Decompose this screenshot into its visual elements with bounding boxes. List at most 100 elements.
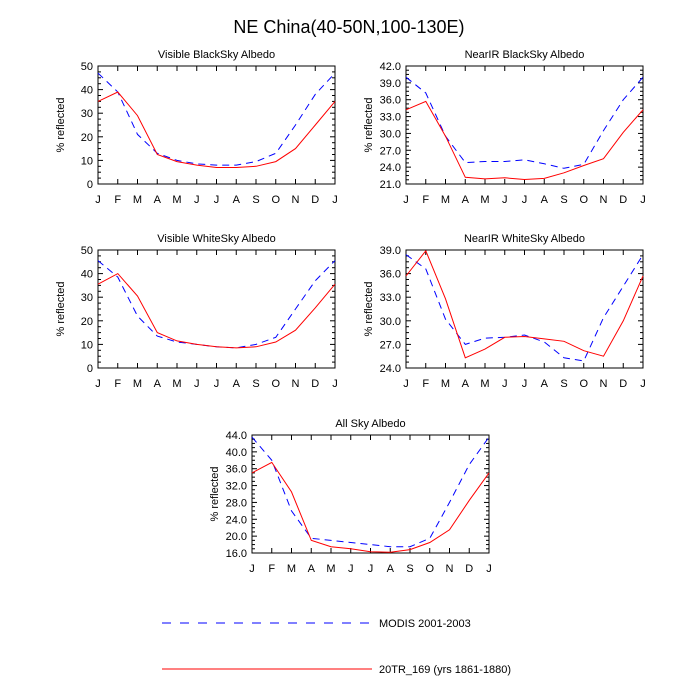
- x-tick-label: A: [154, 194, 162, 206]
- x-tick-label: O: [271, 194, 280, 206]
- x-tick-label: J: [502, 378, 508, 390]
- y-tick-label: 40.0: [226, 447, 247, 459]
- y-tick-label: 20: [81, 132, 93, 144]
- x-tick-label: D: [311, 378, 319, 390]
- x-tick-label: J: [332, 194, 338, 206]
- chart-title: NearIR WhiteSky Albedo: [464, 233, 585, 245]
- chart-title: Visible WhiteSky Albedo: [157, 233, 275, 245]
- x-tick-label: S: [252, 378, 259, 390]
- y-axis-label: % reflected: [55, 97, 67, 152]
- series-line-20tr: [405, 249, 644, 359]
- x-tick-label: F: [422, 378, 429, 390]
- x-tick-label: A: [541, 378, 549, 390]
- chart-panel-2: NearIR BlackSky Albedo 21.0 24.0 27.0 30.0 33…: [363, 49, 646, 206]
- series-line-modis: [405, 254, 644, 362]
- y-tick-label: 24.0: [380, 162, 401, 174]
- y-tick-label: 50: [81, 61, 93, 73]
- chart-title: All Sky Albedo: [335, 418, 405, 430]
- x-tick-label: O: [271, 378, 280, 390]
- x-tick-label: N: [600, 194, 608, 206]
- x-tick-label: A: [387, 563, 395, 575]
- series-line-20tr: [251, 461, 490, 553]
- x-tick-label: A: [308, 563, 316, 575]
- y-tick-label: 40: [81, 85, 93, 97]
- x-tick-label: A: [541, 194, 549, 206]
- series-line-modis: [251, 436, 490, 548]
- x-tick-label: M: [441, 194, 450, 206]
- x-tick-label: M: [172, 378, 181, 390]
- x-tick-label: A: [154, 378, 162, 390]
- y-tick-label: 39.0: [380, 78, 401, 90]
- x-tick-label: J: [403, 378, 409, 390]
- x-tick-label: N: [292, 194, 300, 206]
- y-tick-label: 32.0: [226, 481, 247, 493]
- x-tick-label: J: [194, 194, 200, 206]
- y-tick-label: 0: [87, 363, 93, 375]
- x-tick-label: D: [311, 194, 319, 206]
- x-tick-label: S: [560, 378, 567, 390]
- y-tick-label: 36.0: [226, 464, 247, 476]
- y-tick-label: 33.0: [380, 112, 401, 124]
- y-tick-label: 30.0: [380, 128, 401, 140]
- y-tick-label: 33.0: [380, 292, 401, 304]
- x-tick-label: J: [502, 194, 508, 206]
- x-tick-label: J: [640, 378, 646, 390]
- x-tick-label: J: [522, 378, 528, 390]
- chart-panel-5: All Sky Albedo 16.0 20.0 24.0 28.0 32.0 36.0 40…: [209, 418, 492, 575]
- x-tick-label: J: [403, 194, 409, 206]
- x-tick-label: O: [579, 194, 588, 206]
- x-tick-label: D: [619, 194, 627, 206]
- x-tick-label: M: [133, 378, 142, 390]
- y-tick-label: 21.0: [380, 179, 401, 191]
- chart-title: Visible BlackSky Albedo: [158, 49, 275, 61]
- x-tick-label: A: [462, 378, 470, 390]
- y-tick-label: 30: [81, 108, 93, 120]
- x-tick-label: S: [560, 194, 567, 206]
- y-tick-label: 42.0: [380, 61, 401, 73]
- x-tick-label: O: [425, 563, 434, 575]
- x-tick-label: J: [640, 194, 646, 206]
- x-tick-label: M: [326, 563, 335, 575]
- x-tick-label: J: [194, 378, 200, 390]
- y-tick-label: 24.0: [226, 514, 247, 526]
- chart-title: NearIR BlackSky Albedo: [465, 49, 585, 61]
- legend-label-20tr: 20TR_169 (yrs 1861-1880): [379, 664, 511, 676]
- x-tick-label: D: [619, 378, 627, 390]
- series-line-20tr: [405, 100, 644, 181]
- y-tick-label: 36.0: [380, 269, 401, 281]
- x-tick-label: J: [522, 194, 528, 206]
- y-tick-label: 27.0: [380, 339, 401, 351]
- x-tick-label: J: [332, 378, 338, 390]
- y-tick-label: 40: [81, 269, 93, 281]
- y-tick-label: 27.0: [380, 145, 401, 157]
- x-tick-label: J: [95, 194, 101, 206]
- x-tick-label: O: [579, 378, 588, 390]
- x-tick-label: F: [268, 563, 275, 575]
- y-axis-label: % reflected: [363, 281, 375, 336]
- y-axis-label: % reflected: [55, 281, 67, 336]
- series-line-20tr: [97, 272, 336, 349]
- y-tick-label: 24.0: [380, 363, 401, 375]
- y-tick-label: 30: [81, 292, 93, 304]
- y-tick-label: 20.0: [226, 531, 247, 543]
- series-line-modis: [405, 76, 644, 169]
- y-tick-label: 44.0: [226, 430, 247, 442]
- x-tick-label: J: [486, 563, 492, 575]
- x-tick-label: M: [480, 194, 489, 206]
- x-tick-label: M: [441, 378, 450, 390]
- x-tick-label: J: [368, 563, 374, 575]
- x-tick-label: A: [233, 194, 241, 206]
- x-tick-label: D: [465, 563, 473, 575]
- x-tick-label: J: [214, 194, 220, 206]
- x-tick-label: J: [214, 378, 220, 390]
- y-tick-label: 20: [81, 316, 93, 328]
- y-axis-label: % reflected: [363, 97, 375, 152]
- legend-label-modis: MODIS 2001-2003: [379, 618, 471, 630]
- x-tick-label: N: [292, 378, 300, 390]
- x-tick-label: F: [114, 194, 121, 206]
- x-tick-label: J: [249, 563, 255, 575]
- x-tick-label: M: [480, 378, 489, 390]
- series-line-modis: [97, 72, 336, 166]
